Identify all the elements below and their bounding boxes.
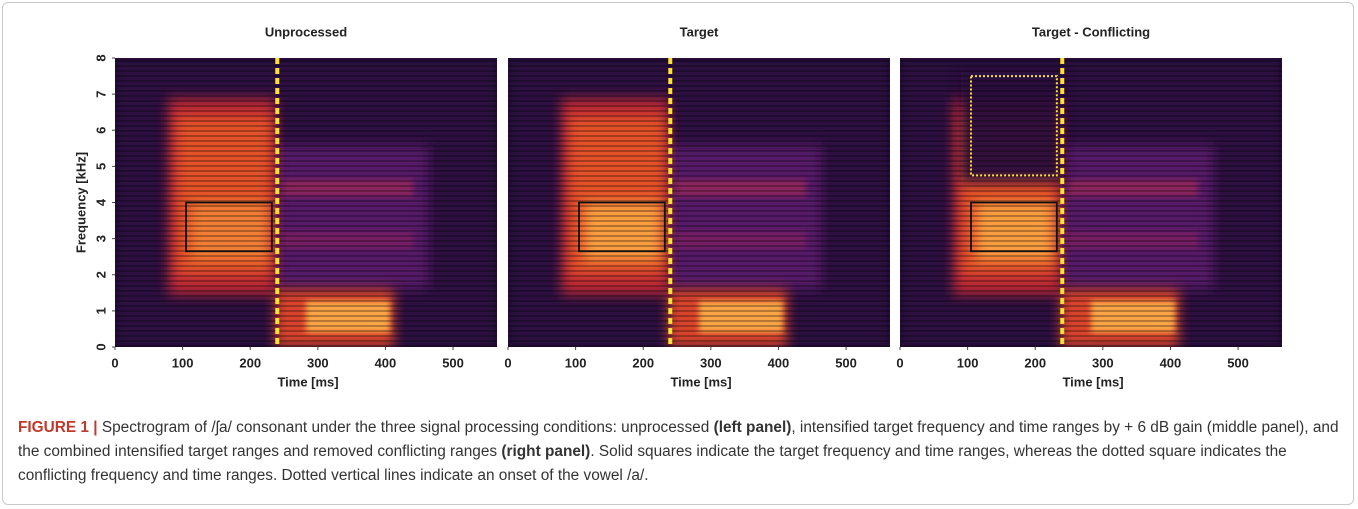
spectrogram — [508, 58, 890, 347]
spectrogram — [115, 58, 497, 347]
conflicting-range-box — [969, 75, 1058, 177]
x-axis-label: Time [ms] — [1062, 374, 1123, 389]
x-tick-label: 300 — [1092, 355, 1114, 370]
x-tick-label: 0 — [896, 355, 903, 370]
x-tick-label: 300 — [307, 355, 329, 370]
spectrogram — [900, 58, 1282, 347]
panel-title: Target — [680, 24, 719, 39]
panel-title: Unprocessed — [265, 24, 347, 39]
stripe-texture — [508, 58, 890, 347]
x-tick-label: 500 — [835, 355, 857, 370]
caption: FIGURE 1 | Spectrogram of /ʃa/ consonant… — [18, 416, 1340, 488]
y-tick-label: 4 — [93, 198, 108, 206]
stripe-texture — [900, 58, 1282, 347]
target-range-box — [185, 201, 273, 253]
stripe-texture — [115, 58, 497, 347]
caption-text: Spectrogram of /ʃa/ consonant under the … — [97, 419, 714, 436]
x-tick-label: 400 — [1160, 355, 1182, 370]
x-axis-label: Time [ms] — [670, 374, 731, 389]
y-tick-label: 6 — [93, 127, 108, 134]
x-tick-label: 100 — [172, 355, 194, 370]
caption-text: , intensified target frequency and time … — [18, 419, 1339, 460]
x-tick-label: 300 — [700, 355, 722, 370]
panel: Target 0 100 200 300 400 500 Time [ms] — [504, 24, 890, 389]
x-tick-label: 400 — [768, 355, 790, 370]
y-tick-label: 7 — [93, 91, 108, 98]
target-range-box — [970, 201, 1058, 253]
caption-bold: (right panel) — [501, 443, 591, 460]
y-tick-label: 0 — [93, 343, 108, 350]
caption-bold: FIGURE 1 | — [18, 419, 98, 436]
y-axis-label: Frequency [kHz] — [73, 152, 88, 253]
panel: Unprocessed 0 100 200 300 400 500 Time [ms] 0 1 2 3… — [73, 24, 497, 389]
x-tick-label: 200 — [632, 355, 654, 370]
x-tick-label: 0 — [111, 355, 118, 370]
y-tick-label: 1 — [93, 307, 108, 314]
y-tick-label: 3 — [93, 235, 108, 242]
x-axis-label: Time [ms] — [277, 374, 338, 389]
x-tick-label: 500 — [442, 355, 464, 370]
x-tick-label: 200 — [1024, 355, 1046, 370]
panel-title: Target - Conflicting — [1032, 24, 1150, 39]
y-tick-label: 8 — [93, 54, 108, 61]
panel: Target - Conflicting 0 100 200 300 400 500 Time… — [896, 24, 1282, 389]
x-tick-label: 100 — [565, 355, 587, 370]
x-tick-label: 400 — [375, 355, 397, 370]
x-tick-label: 200 — [239, 355, 261, 370]
target-range-box — [578, 201, 666, 253]
y-tick-label: 5 — [93, 163, 108, 170]
caption-bold: (left panel) — [713, 419, 792, 436]
x-tick-label: 500 — [1227, 355, 1249, 370]
caption-text: . Solid squares indicate the target freq… — [18, 443, 1287, 484]
x-tick-label: 0 — [504, 355, 511, 370]
x-tick-label: 100 — [957, 355, 979, 370]
y-tick-label: 2 — [93, 271, 108, 278]
